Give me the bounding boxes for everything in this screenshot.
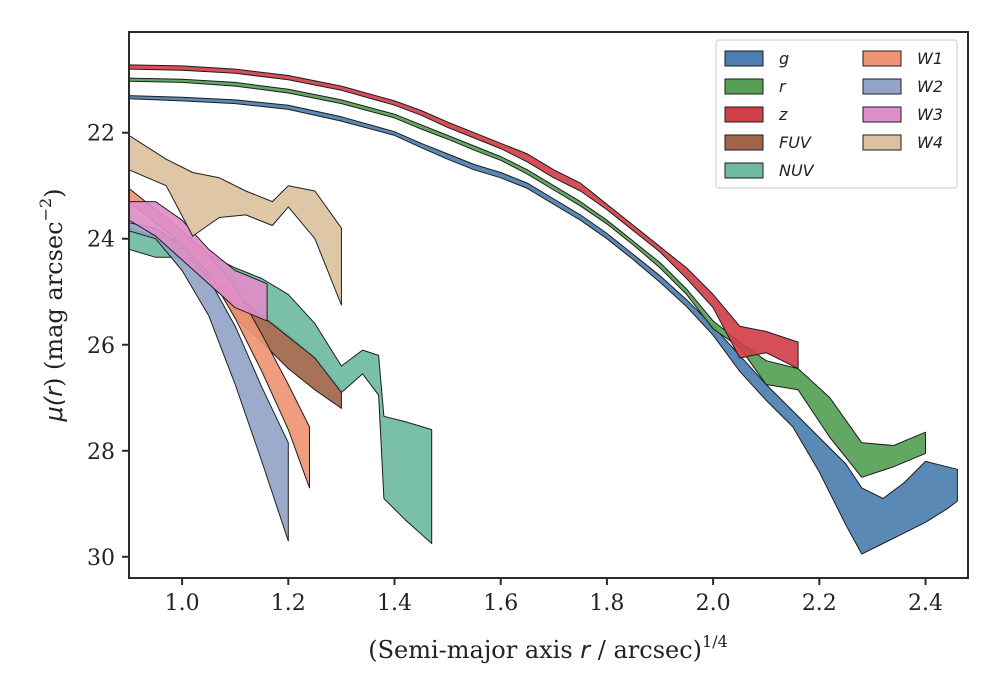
y-tick-label: 26 — [87, 334, 115, 359]
legend-label-w4: W4 — [917, 133, 943, 152]
series-area-w4 — [129, 134, 342, 306]
series-area-g — [129, 95, 958, 555]
series-area-r — [129, 77, 926, 478]
x-tick-label: 1.8 — [589, 591, 624, 616]
y-tick-label: 24 — [87, 228, 115, 253]
legend-swatch-w1 — [862, 50, 902, 67]
y-tick-label: 28 — [87, 440, 115, 465]
plot-frame — [128, 31, 969, 579]
legend-swatch-w2 — [862, 78, 902, 95]
legend: grz FUV NUV W1 W2 W3 W4 — [715, 39, 958, 189]
y-tick-label: 30 — [87, 546, 115, 571]
legend-box — [715, 39, 958, 189]
x-tick-label: 1.0 — [165, 591, 200, 616]
legend-label-r: r — [779, 77, 787, 96]
x-tick-label: 2.4 — [908, 591, 943, 616]
y-axis-label: μ(r) (mag arcsec−2) — [36, 188, 68, 422]
y-tick-label: 22 — [87, 122, 115, 147]
x-tick-label: 2.0 — [696, 591, 731, 616]
legend-label-g: g — [779, 49, 789, 68]
y-axis-ticks: 22 24 26 28 30 — [87, 122, 129, 571]
legend-swatch-fuv — [724, 134, 764, 151]
legend-swatch-r — [724, 78, 764, 95]
legend-label-fuv: FUV — [779, 133, 812, 152]
legend-label-nuv: NUV — [779, 161, 815, 180]
legend-swatch-nuv — [724, 162, 764, 179]
series-area-z — [129, 64, 799, 370]
legend-swatch-z — [724, 106, 764, 123]
series-area-w3 — [129, 201, 268, 322]
x-tick-label: 1.4 — [377, 591, 412, 616]
legend-label-w1: W1 — [917, 49, 943, 68]
legend-swatch-g — [724, 50, 764, 67]
legend-swatch-w4 — [862, 134, 902, 151]
x-axis-label: (Semi-major axis r / arcsec)1/4 — [368, 632, 728, 664]
legend-label-z: z — [778, 105, 788, 124]
x-tick-label: 2.2 — [802, 591, 837, 616]
legend-label-w3: W3 — [917, 105, 943, 124]
legend-swatch-w3 — [862, 106, 902, 123]
x-tick-label: 1.2 — [271, 591, 306, 616]
plot-areas — [129, 64, 958, 555]
legend-label-w2: W2 — [917, 77, 943, 96]
x-tick-label: 1.6 — [483, 591, 518, 616]
x-axis-ticks: 1.0 1.2 1.4 1.6 1.8 2.0 2.2 2.4 — [165, 578, 943, 616]
